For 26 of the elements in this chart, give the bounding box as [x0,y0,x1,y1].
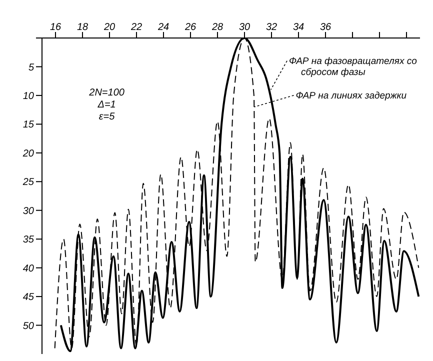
y-tick-label: 40 [22,263,34,274]
x-tick-label: 18 [76,22,88,33]
x-tick-label: 30 [238,22,250,33]
x-tick-label: 24 [156,22,170,33]
x-tick-label: 20 [102,22,116,33]
y-tick-label: 20 [22,148,34,160]
x-tick-label: 16 [50,22,62,33]
y-tick-label: 15 [22,120,34,131]
y-tick-label: 25 [22,177,34,188]
text: ФАР на фазовращателях со сбросом фазы [289,56,417,78]
x-tick-label: 32 [266,22,278,33]
x-tick-label: 36 [320,22,332,33]
y-tick-label: 10 [22,91,34,102]
x-tick-label: 34 [292,22,304,33]
legend-label: ФАР на линиях задержки [296,90,408,102]
annotation: ε=5 [98,111,116,122]
x-tick-label: 22 [130,22,142,33]
annotation: Δ=1 [96,99,116,110]
y-tick-label: 5 [28,62,34,74]
annotation: 2N=100 [88,87,125,98]
x-tick-label: 28 [210,22,224,33]
y-tick-label: 50 [22,320,34,332]
y-tick-label: 35 [22,234,34,246]
y-tick-label: 45 [22,292,34,304]
x-tick-label: 26 [184,22,196,33]
y-tick-label: 30 [22,206,34,217]
